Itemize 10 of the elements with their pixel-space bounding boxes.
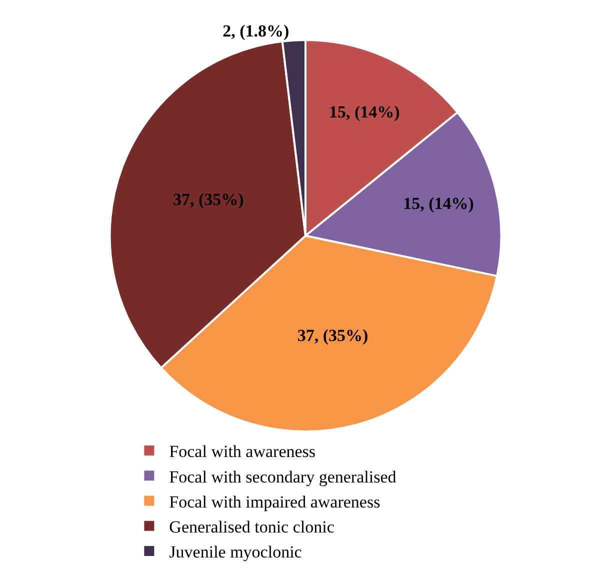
data-label: 15, (14%) <box>328 102 400 122</box>
data-label: 15, (14%) <box>403 194 474 214</box>
legend-label: Focal with impaired awareness <box>169 492 380 512</box>
legend-label: Juvenile myoclonic <box>169 542 302 562</box>
legend-label: Focal with awareness <box>169 442 316 462</box>
legend-label: Focal with secondary generalised <box>169 467 397 486</box>
data-label: 37, (35%) <box>297 326 368 346</box>
data-label: 37, (35%) <box>172 190 244 210</box>
data-label: 2, (1.8%) <box>222 21 290 40</box>
legend-label: Generalised tonic clonic <box>169 517 335 536</box>
